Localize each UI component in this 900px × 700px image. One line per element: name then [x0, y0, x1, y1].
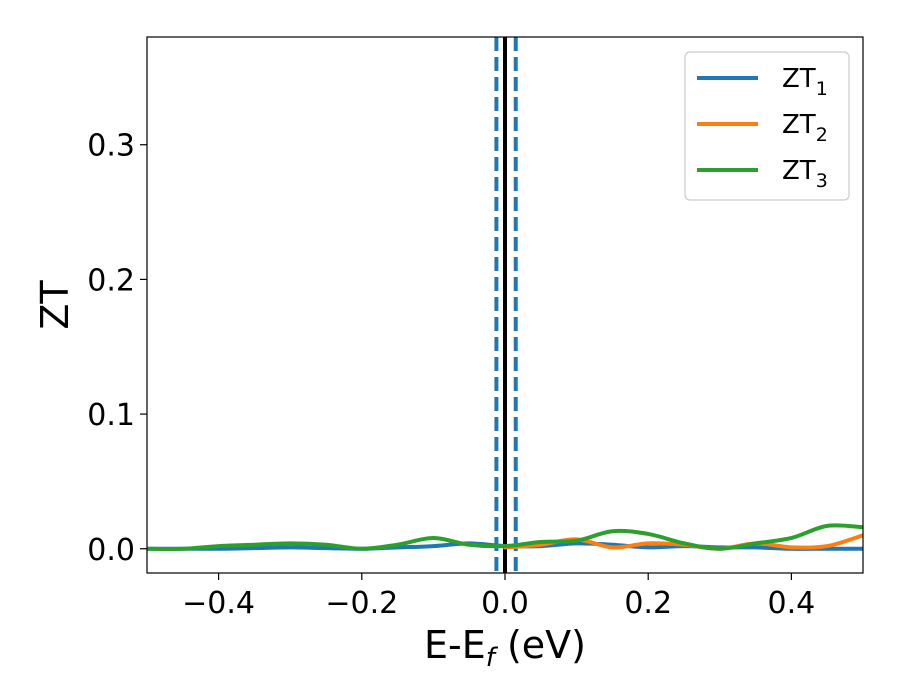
legend-label-subscript: 2 [816, 124, 828, 146]
y-tick-label: 0.3 [87, 129, 135, 164]
y-axis-ticks: 0.0 0.1 0.2 0.3 [87, 129, 147, 568]
x-axis-title: E-Ef (eV) [424, 623, 586, 673]
x-tick-label: 0.2 [624, 586, 672, 621]
legend-label-main: ZT [782, 156, 816, 186]
legend-label-subscript: 1 [816, 78, 828, 100]
x-axis-title-main: E-E [424, 623, 486, 667]
series-line-3 [147, 523, 863, 551]
x-axis-ticks: −0.4 −0.2 0.0 0.2 0.4 [182, 573, 815, 621]
x-tick-label: 0.4 [768, 586, 816, 621]
legend-label-main: ZT [782, 64, 816, 94]
legend-label-subscript: 3 [816, 170, 828, 192]
y-axis-title: ZT [33, 280, 77, 330]
legend-label-3: ZT3 [782, 156, 828, 192]
x-axis-title-unit: (eV) [495, 623, 586, 667]
y-tick-label: 0.0 [87, 533, 135, 568]
y-tick-label: 0.2 [87, 263, 135, 298]
x-tick-label: −0.2 [325, 586, 398, 621]
x-tick-label: −0.4 [182, 586, 255, 621]
x-tick-label: 0.0 [481, 586, 529, 621]
reference-lines [494, 37, 518, 573]
legend-label-1: ZT1 [782, 64, 828, 100]
legend-label-main: ZT [782, 110, 816, 140]
legend-box [684, 51, 850, 201]
legend-label-2: ZT2 [782, 110, 828, 146]
y-tick-label: 0.1 [87, 398, 135, 433]
series-lines [147, 523, 863, 551]
